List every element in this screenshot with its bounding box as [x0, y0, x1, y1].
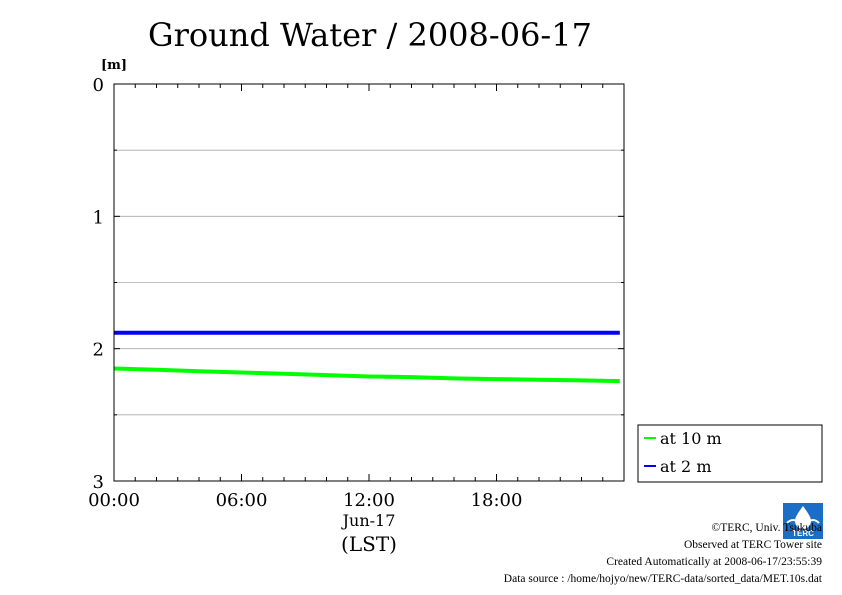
x-tick-label: 18:00: [471, 490, 523, 511]
y-tick-label: 1: [93, 207, 104, 228]
footer-created: Created Automatically at 2008-06-17/23:5…: [606, 556, 822, 568]
legend-box: [637, 424, 823, 483]
x-axis-label: (LST): [341, 532, 397, 556]
date-label: Jun-17: [341, 511, 396, 530]
data-series: [113, 330, 620, 384]
grid-lines: [114, 149, 624, 416]
legend: at 10 m at 2 m: [637, 424, 823, 483]
chart-title: Ground Water / 2008-06-17: [148, 16, 592, 54]
y-tick-label: 0: [93, 75, 104, 96]
x-tick-label: 06:00: [216, 490, 268, 511]
x-tick-labels: 00:00 06:00 12:00 18:00: [88, 490, 522, 511]
terc-logo: TERC: [783, 503, 823, 539]
footer-source: Data source : /home/hojyo/new/TERC-data/…: [503, 573, 822, 585]
y-axis-unit: [m]: [101, 58, 127, 73]
footer-copyright: ©TERC, Univ. Tsukuba: [711, 522, 822, 534]
x-tick-label: 00:00: [88, 490, 140, 511]
legend-label: at 2 m: [660, 457, 712, 476]
x-tick-label: 12:00: [343, 490, 395, 511]
svg-text:TERC: TERC: [792, 529, 814, 538]
axis-ticks: [113, 83, 625, 482]
y-tick-labels: 0 1 2 3: [93, 75, 104, 493]
legend-label: at 10 m: [660, 429, 722, 448]
y-tick-label: 2: [93, 340, 104, 361]
footer-observed: Observed at TERC Tower site: [683, 539, 822, 551]
series-line-at-10m: [113, 366, 620, 384]
y-tick-label: 3: [93, 472, 104, 493]
